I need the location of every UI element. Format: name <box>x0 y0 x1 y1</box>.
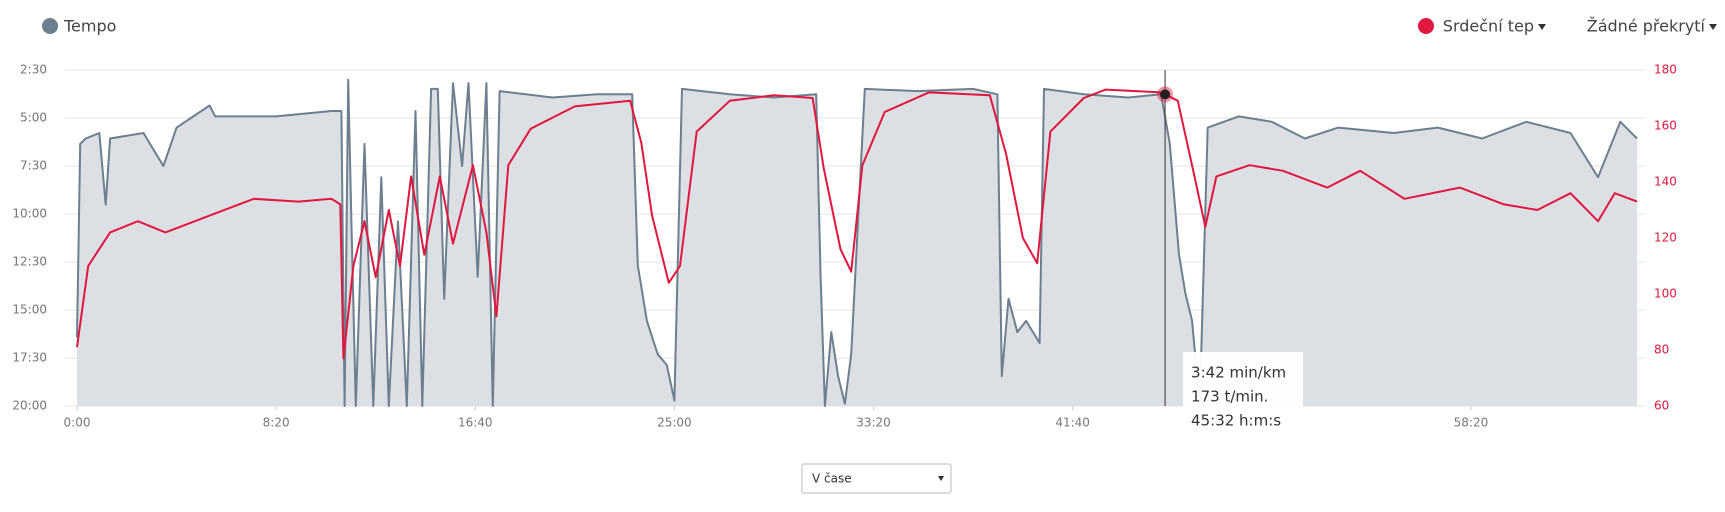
y2-tick-label: 60 <box>1654 399 1669 413</box>
x-tick-label: 25:00 <box>657 416 692 430</box>
heart-rate-line <box>76 88 1638 360</box>
x-tick-label: 58:20 <box>1454 416 1489 430</box>
y2-tick-label: 120 <box>1654 231 1677 245</box>
pace-line <box>76 78 1638 407</box>
tooltip-time: 45:32 h:m:s <box>1191 412 1281 430</box>
y2-tick-label: 180 <box>1654 63 1677 77</box>
y-tick-label: 15:00 <box>12 303 47 317</box>
view-select-label[interactable]: V čase <box>812 472 852 486</box>
tooltip-box <box>1183 352 1304 408</box>
y2-tick-label: 80 <box>1654 343 1669 357</box>
overlay-select[interactable]: Žádné překrytí <box>1587 17 1706 36</box>
y2-tick-label: 140 <box>1654 175 1677 189</box>
legend-heart-rate[interactable]: Srdeční tep <box>1443 17 1534 36</box>
legend-pace[interactable]: Tempo <box>63 17 116 36</box>
tooltip-pace: 3:42 min/km <box>1191 364 1286 382</box>
view-select[interactable] <box>801 463 952 494</box>
y-tick-label: 7:30 <box>20 159 47 173</box>
y2-tick-label: 100 <box>1654 287 1677 301</box>
dropdown-arrow[interactable] <box>938 476 944 481</box>
y-tick-label: 12:30 <box>12 255 47 269</box>
y-tick-label: 2:30 <box>20 63 47 77</box>
y-tick-label: 17:30 <box>12 351 47 365</box>
x-tick-label: 0:00 <box>64 416 91 430</box>
y-tick-label: 5:00 <box>20 111 47 125</box>
legend-dot <box>42 18 58 34</box>
x-tick-label: 33:20 <box>856 416 891 430</box>
x-tick-label: 8:20 <box>263 416 290 430</box>
x-tick-label: 41:40 <box>1055 416 1090 430</box>
tooltip-heart-rate: 173 t/min. <box>1191 388 1268 406</box>
dropdown-arrow[interactable] <box>1538 24 1546 30</box>
cursor-dot <box>1160 89 1171 100</box>
y2-tick-label: 160 <box>1654 119 1677 133</box>
y-tick-label: 10:00 <box>12 207 47 221</box>
x-tick-label: 16:40 <box>458 416 493 430</box>
y-tick-label: 20:00 <box>12 399 47 413</box>
dropdown-arrow[interactable] <box>1709 24 1717 30</box>
legend-dot <box>1418 18 1434 34</box>
